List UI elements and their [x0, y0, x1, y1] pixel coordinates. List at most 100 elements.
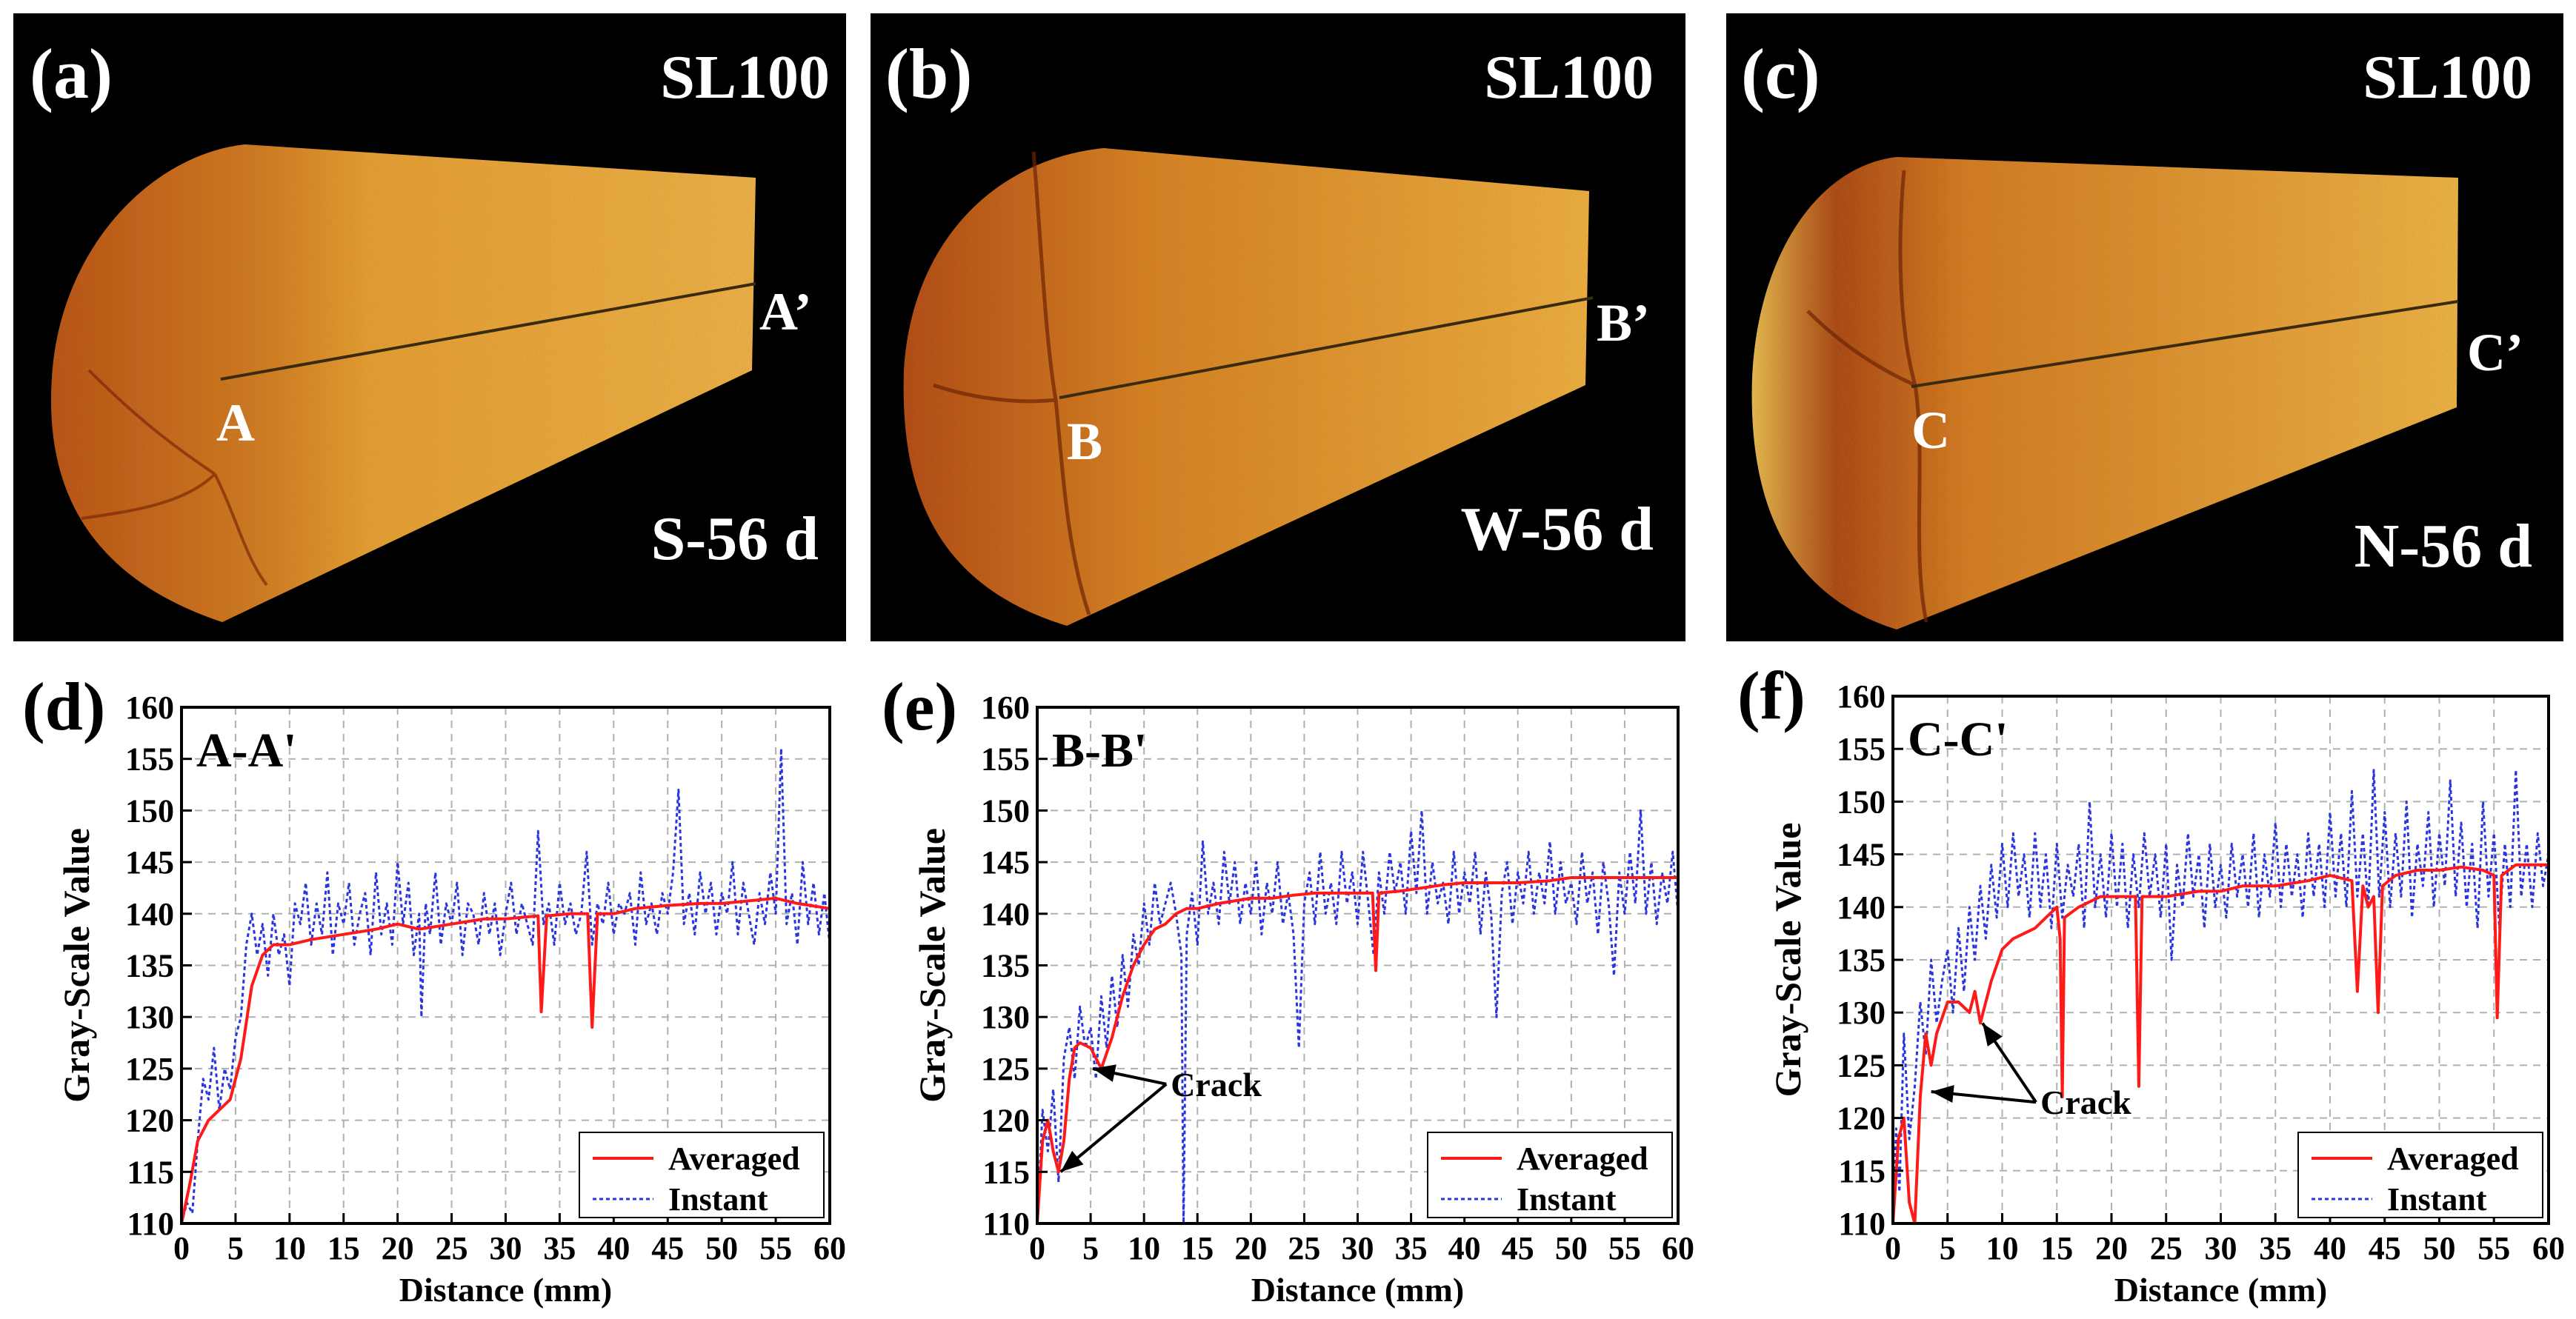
y-tick-label: 110: [982, 1206, 1030, 1242]
panel-label-a: (a): [30, 34, 113, 113]
x-tick-label: 35: [1395, 1230, 1428, 1266]
x-tick-label: 10: [1986, 1230, 2019, 1266]
chart-title: B-B': [1052, 724, 1147, 778]
y-tick-label: 160: [125, 689, 174, 726]
legend-box: [1427, 1132, 1673, 1218]
x-tick-label: 30: [1342, 1230, 1374, 1266]
x-tick-label: 20: [2095, 1230, 2128, 1266]
y-tick-label: 130: [125, 999, 174, 1035]
legend-label-instant: Instant: [668, 1181, 768, 1218]
x-tick-label: 25: [1288, 1230, 1320, 1266]
legend-label-averaged: Averaged: [1517, 1141, 1648, 1177]
x-tick-label: 50: [705, 1230, 738, 1266]
annotation-arrowhead: [1982, 1023, 2003, 1047]
x-tick-label: 60: [813, 1230, 846, 1266]
photo-panel-a: (a) SL100 S-56 d A A’: [13, 13, 846, 641]
x-tick-label: 25: [436, 1230, 468, 1266]
x-tick-label: 60: [2532, 1230, 2565, 1266]
y-axis-label: Gray-Scale Value: [1767, 823, 1808, 1098]
annotation-arrow: [1059, 1083, 1168, 1173]
series-line-instant: [1037, 809, 1678, 1223]
point-end-label: B’: [1597, 293, 1650, 353]
panel-label-b: (b): [885, 34, 972, 113]
legend-label-averaged: Averaged: [668, 1141, 800, 1177]
chart-title: A-A': [196, 724, 297, 778]
y-tick-label: 110: [1838, 1206, 1886, 1242]
panel-label: (d): [22, 669, 105, 744]
point-start-label: B: [1067, 412, 1102, 471]
series-line-averaged: [182, 896, 830, 1223]
condition-label: S-56 d: [651, 504, 819, 573]
y-axis-label: Gray-Scale Value: [56, 828, 97, 1103]
x-axis-label: Distance (mm): [1251, 1271, 1464, 1309]
y-tick-label: 130: [981, 999, 1030, 1035]
y-tick-label: 135: [1837, 942, 1886, 978]
legend-label-instant: Instant: [2387, 1181, 2487, 1218]
y-tick-label: 140: [125, 896, 174, 932]
x-tick-label: 0: [1029, 1230, 1045, 1266]
x-tick-label: 40: [597, 1230, 630, 1266]
x-tick-label: 20: [1234, 1230, 1267, 1266]
y-tick-label: 120: [1837, 1101, 1886, 1137]
y-tick-label: 145: [981, 844, 1030, 881]
x-tick-label: 45: [651, 1230, 684, 1266]
annotation-label: Crack: [1171, 1066, 1262, 1103]
crack-trace: [933, 151, 1091, 615]
photo-panel-c: (c) SL100 N-56 d C C’: [1726, 13, 2563, 641]
x-tick-label: 55: [759, 1230, 792, 1266]
y-tick-label: 120: [981, 1103, 1030, 1139]
specimen-image: [1751, 157, 2458, 630]
y-tick-label: 150: [981, 792, 1030, 829]
x-tick-label: 55: [1608, 1230, 1641, 1266]
specimen-image: [903, 148, 1589, 626]
x-tick-label: 35: [2259, 1230, 2292, 1266]
y-tick-label: 145: [125, 844, 174, 881]
y-tick-label: 110: [127, 1206, 174, 1242]
x-tick-label: 45: [1502, 1230, 1534, 1266]
x-axis-label: Distance (mm): [2114, 1271, 2327, 1309]
series-line-instant: [1893, 769, 2549, 1223]
y-tick-label: 125: [125, 1051, 174, 1087]
legend-label-averaged: Averaged: [2387, 1141, 2519, 1177]
x-tick-label: 5: [1082, 1230, 1099, 1266]
y-tick-label: 150: [1837, 784, 1886, 820]
chart-title: C-C': [1908, 712, 2008, 767]
point-start-label: C: [1911, 401, 1950, 460]
annotation-arrowhead: [1060, 1150, 1084, 1172]
annotation-arrowhead: [1092, 1064, 1116, 1082]
y-tick-label: 155: [1837, 731, 1886, 767]
y-tick-label: 135: [981, 948, 1030, 984]
condition-label: W-56 d: [1460, 495, 1654, 564]
series-line-instant: [182, 747, 830, 1223]
y-tick-label: 160: [981, 689, 1030, 726]
y-axis-label: Gray-Scale Value: [911, 828, 953, 1103]
y-tick-label: 125: [981, 1051, 1030, 1087]
series-line-averaged: [1893, 863, 2549, 1223]
sample-label: SL100: [2363, 43, 2532, 112]
x-tick-label: 30: [490, 1230, 522, 1266]
y-tick-label: 130: [1837, 995, 1886, 1031]
x-tick-label: 10: [273, 1230, 306, 1266]
annotation-arrowhead: [1931, 1085, 1954, 1103]
y-tick-label: 145: [1837, 837, 1886, 873]
point-end-label: C’: [2467, 323, 2523, 382]
y-tick-label: 120: [125, 1103, 174, 1139]
x-tick-label: 40: [1448, 1230, 1481, 1266]
panel-label: (f): [1737, 658, 1805, 733]
x-tick-label: 50: [1555, 1230, 1588, 1266]
y-tick-label: 155: [981, 741, 1030, 778]
x-tick-label: 20: [382, 1230, 414, 1266]
y-tick-label: 115: [982, 1154, 1030, 1190]
y-tick-label: 135: [125, 948, 174, 984]
y-tick-label: 125: [1837, 1047, 1886, 1083]
sample-label: SL100: [660, 43, 830, 112]
profile-line: [220, 282, 756, 381]
y-tick-label: 115: [1838, 1153, 1886, 1189]
profile-line: [1911, 300, 2459, 388]
point-start-label: A: [216, 393, 255, 453]
x-tick-label: 5: [1940, 1230, 1956, 1266]
x-tick-label: 15: [327, 1230, 360, 1266]
x-tick-label: 0: [1885, 1230, 1901, 1266]
x-tick-label: 40: [2314, 1230, 2346, 1266]
x-tick-label: 15: [2040, 1230, 2073, 1266]
